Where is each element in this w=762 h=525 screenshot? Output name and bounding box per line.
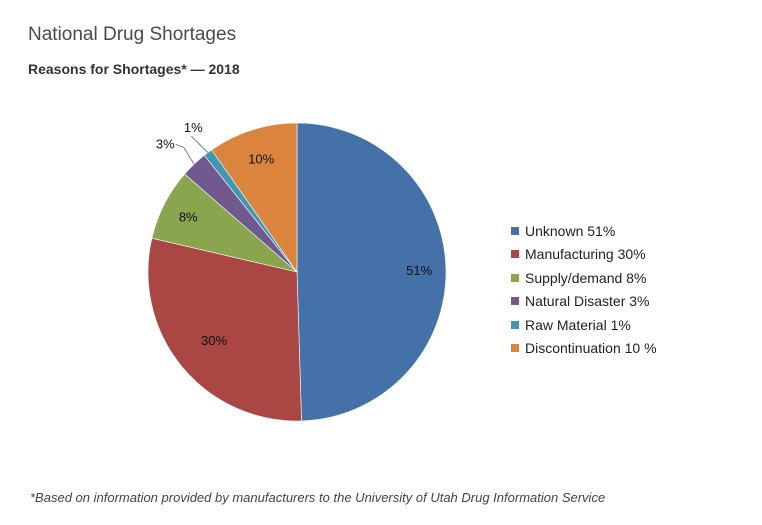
- leader-line-raw-material: [190, 135, 209, 153]
- legend-label: Raw Material 1%: [525, 316, 631, 333]
- legend-swatch: [511, 226, 519, 235]
- legend-label: Manufacturing 30%: [525, 246, 646, 263]
- legend-item: Unknown 51%: [511, 219, 657, 243]
- legend-swatch: [511, 320, 519, 329]
- legend-swatch: [511, 250, 519, 259]
- pie-label-raw-material: 1%: [184, 120, 203, 135]
- pie-label-discontinuation: 10%: [248, 151, 274, 166]
- legend-item: Manufacturing 30%: [511, 243, 657, 267]
- chart-title: Reasons for Shortages* — 2018: [28, 61, 240, 77]
- pie-label-unknown: 51%: [406, 263, 432, 278]
- legend-item: Supply/demand 8%: [511, 266, 657, 290]
- pie-slice-manufacturing: [147, 237, 302, 422]
- pie-label-supply-demand: 8%: [179, 209, 198, 224]
- chart-legend: Unknown 51% Manufacturing 30% Supply/deman…: [511, 219, 657, 360]
- legend-label: Discontinuation 10 %: [525, 340, 657, 357]
- legend-label: Natural Disaster 3%: [525, 293, 650, 310]
- pie-data-labels: 51% 30% 8% 3% 1% 10%: [156, 120, 433, 348]
- pie-leader-lines: [175, 135, 209, 165]
- legend-label: Supply/demand 8%: [525, 269, 647, 286]
- legend-swatch: [511, 273, 519, 282]
- pie-label-manufacturing: 30%: [201, 333, 227, 348]
- pie-slice-unknown: [296, 122, 447, 422]
- legend-swatch: [511, 344, 519, 353]
- pie-slice-discontinuation: [211, 122, 298, 273]
- legend-swatch: [511, 297, 519, 306]
- leader-line-natural-disaster: [175, 143, 195, 165]
- legend-item: Natural Disaster 3%: [511, 290, 657, 314]
- pie-slices: [147, 122, 447, 422]
- footnote: *Based on information provided by manufa…: [30, 490, 606, 505]
- pie-label-natural-disaster: 3%: [156, 136, 175, 151]
- page-title: National Drug Shortages: [28, 24, 237, 45]
- legend-item: Raw Material 1%: [511, 313, 657, 337]
- legend-label: Unknown 51%: [525, 222, 616, 239]
- legend-item: Discontinuation 10 %: [511, 337, 657, 361]
